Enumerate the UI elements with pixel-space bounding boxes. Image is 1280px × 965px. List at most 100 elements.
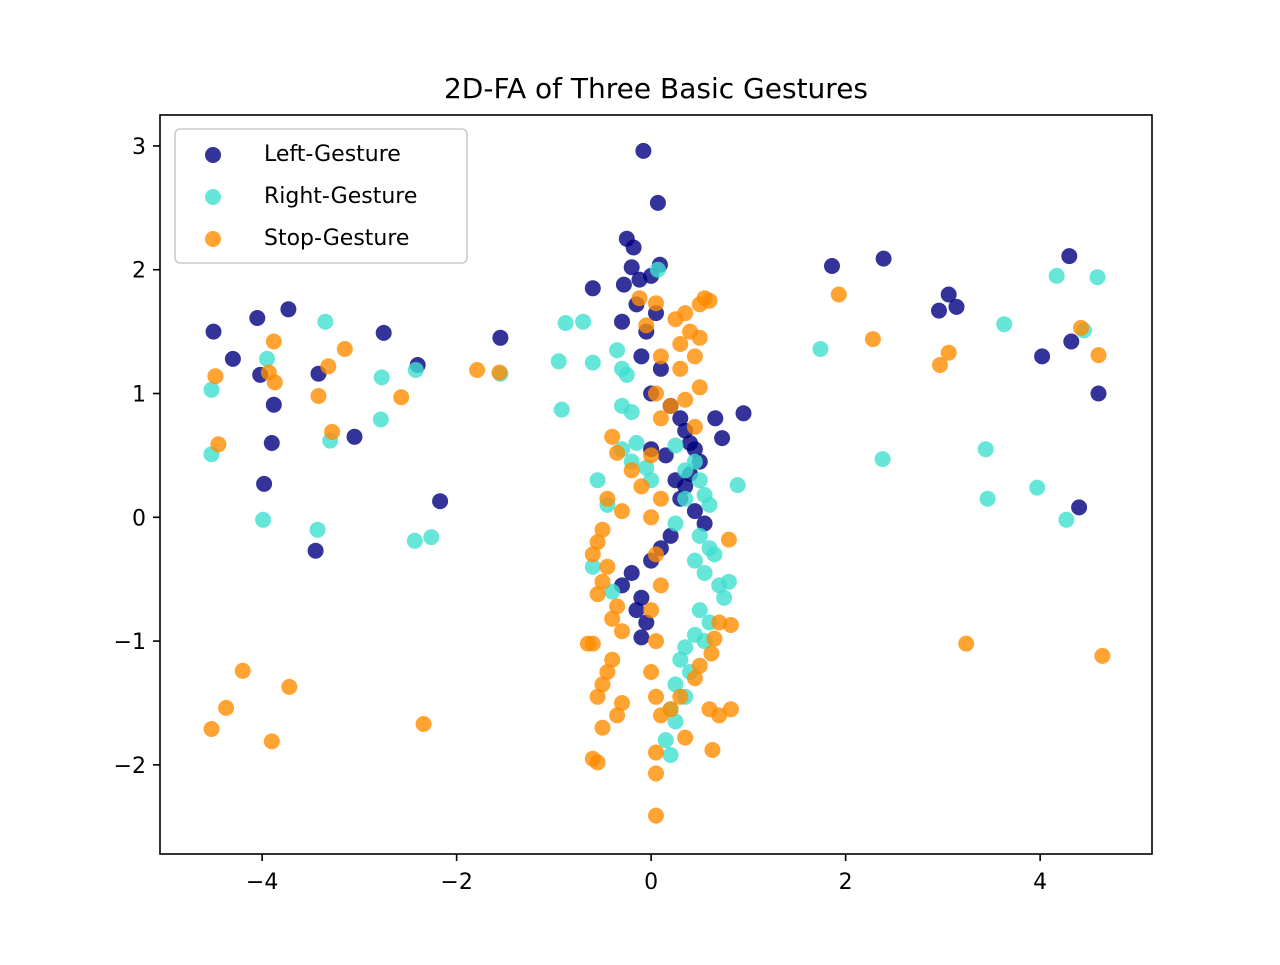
data-point — [259, 350, 275, 367]
data-point — [594, 676, 611, 693]
data-point — [207, 368, 224, 385]
data-point — [265, 333, 282, 350]
data-point — [557, 315, 574, 331]
data-point — [696, 515, 713, 532]
y-tick-label: 3 — [132, 135, 146, 160]
data-point — [707, 410, 724, 427]
data-point — [711, 707, 728, 724]
data-point — [648, 633, 664, 650]
data-point — [633, 348, 650, 365]
x-tick-label: 0 — [644, 870, 658, 895]
data-point — [830, 286, 847, 303]
data-point — [407, 362, 424, 378]
data-point — [691, 379, 708, 396]
data-point — [320, 358, 337, 375]
data-point — [1094, 647, 1111, 664]
data-point — [614, 695, 630, 711]
data-point — [609, 342, 626, 359]
data-point — [662, 397, 679, 414]
legend-item: Left-Gesture — [205, 142, 401, 167]
data-point — [686, 670, 703, 687]
data-point — [701, 496, 718, 513]
data-point — [309, 521, 326, 538]
data-point — [599, 490, 616, 507]
data-point — [1073, 319, 1089, 336]
data-point — [686, 503, 703, 520]
data-point — [615, 276, 632, 293]
data-point — [599, 664, 616, 680]
data-point — [203, 721, 220, 737]
data-point — [691, 527, 708, 544]
data-point — [633, 478, 650, 495]
data-point — [948, 298, 965, 315]
data-point — [648, 385, 664, 402]
data-point — [648, 765, 664, 782]
data-point — [623, 565, 640, 581]
y-tick-label: −1 — [114, 630, 146, 655]
data-point — [940, 344, 957, 361]
data-point — [628, 435, 645, 451]
data-point — [589, 688, 606, 705]
data-point — [614, 313, 630, 330]
data-point — [722, 617, 739, 633]
x-tick-label: 2 — [839, 870, 853, 895]
data-point — [265, 396, 282, 413]
y-tick-label: 1 — [132, 383, 146, 408]
data-point — [628, 602, 645, 619]
data-point — [652, 577, 669, 594]
legend-box — [174, 128, 468, 264]
data-point — [1090, 385, 1107, 402]
data-point — [824, 258, 840, 274]
data-point — [703, 645, 720, 662]
data-point — [652, 348, 669, 365]
data-point — [599, 558, 616, 575]
data-point — [375, 324, 392, 341]
data-point — [491, 364, 508, 381]
data-point — [648, 546, 664, 563]
data-point — [553, 401, 570, 418]
data-point — [393, 389, 410, 406]
data-point — [1090, 347, 1107, 364]
data-point — [589, 754, 606, 771]
data-point — [720, 573, 737, 590]
data-point — [691, 657, 708, 674]
data-point — [604, 583, 621, 600]
x-tick-label: −4 — [246, 870, 278, 895]
data-point — [589, 586, 606, 603]
data-point — [706, 546, 723, 563]
data-point — [638, 459, 655, 476]
data-point — [864, 331, 881, 348]
data-point — [249, 310, 266, 326]
data-point — [263, 733, 280, 750]
x-tick-label: −2 — [440, 870, 472, 895]
data-point — [677, 639, 694, 656]
data-point — [677, 490, 694, 507]
legend: Left-Gesture Right-Gesture Stop-Gesture — [174, 128, 468, 264]
data-point — [704, 742, 721, 758]
legend-marker — [205, 189, 221, 205]
data-point — [210, 436, 227, 453]
data-point — [609, 707, 626, 724]
data-point — [1061, 248, 1078, 265]
data-point — [635, 142, 652, 159]
data-point — [638, 614, 655, 631]
data-point — [618, 366, 635, 383]
data-point — [667, 713, 684, 730]
data-point — [720, 531, 737, 548]
data-point — [643, 447, 660, 464]
data-point — [875, 250, 892, 267]
data-point — [594, 719, 611, 736]
data-point — [667, 515, 684, 532]
data-point — [633, 589, 650, 606]
data-point — [696, 565, 713, 581]
data-point — [714, 430, 731, 447]
data-point — [584, 354, 601, 371]
data-point — [648, 807, 664, 824]
plot-frame — [159, 114, 1153, 855]
x-tick-label: 4 — [1033, 870, 1047, 895]
data-point — [469, 362, 486, 378]
data-point — [686, 453, 703, 470]
x-axis: −4 −2 0 2 4 — [246, 854, 1047, 895]
data-point — [550, 353, 567, 370]
